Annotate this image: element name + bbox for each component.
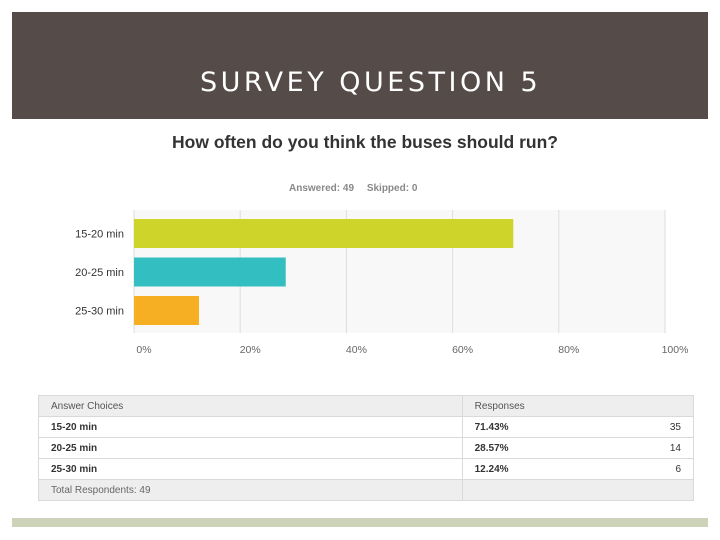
row-percent: 12.24% [461,458,562,480]
row-percent: 71.43% [461,416,562,438]
answer-choices-header: Answer Choices [38,395,463,417]
slide-title: SURVEY QUESTION 5 [200,67,542,98]
table-row: 25-30 min 12.24% 6 [38,458,694,480]
responses-header: Responses [461,395,695,417]
row-choice: 20-25 min [38,437,463,459]
row-choice: 15-20 min [38,416,463,438]
total-empty [461,479,695,501]
row-count: 6 [561,458,694,480]
responses-table: Answer Choices Responses 15-20 min 71.43… [38,395,695,501]
table-row: 20-25 min 28.57% 14 [38,437,694,459]
total-row: Total Respondents: 49 [38,479,695,501]
x-tick-label: 40% [346,344,367,356]
x-tick-label: 100% [662,344,689,356]
x-tick-label: 80% [558,344,579,356]
row-percent: 28.57% [461,437,562,459]
skipped-count: Skipped: 0 [366,183,418,194]
answered-count: Answered: 49 [289,183,355,194]
bar [134,219,514,248]
chart-subtitle: Answered: 49 Skipped: 0 [289,183,427,194]
x-tick-label: 0% [136,344,151,356]
category-label: 25-30 min [75,306,124,318]
footer-bar [12,518,708,527]
category-label: 20-25 min [75,267,124,279]
bar [134,296,199,325]
slide-header: SURVEY QUESTION 5 [12,12,708,119]
chart-title: How often do you think the buses should … [172,132,558,152]
table-row: 15-20 min 71.43% 35 [38,416,694,438]
row-count: 14 [561,437,694,459]
row-count: 35 [561,416,694,438]
x-tick-label: 60% [452,344,473,356]
x-tick-label: 20% [240,344,261,356]
bar [134,257,286,287]
total-respondents: Total Respondents: 49 [38,479,463,501]
category-label: 15-20 min [75,229,124,241]
table-header-row: Answer Choices Responses [38,395,695,417]
row-choice: 25-30 min [38,458,463,480]
